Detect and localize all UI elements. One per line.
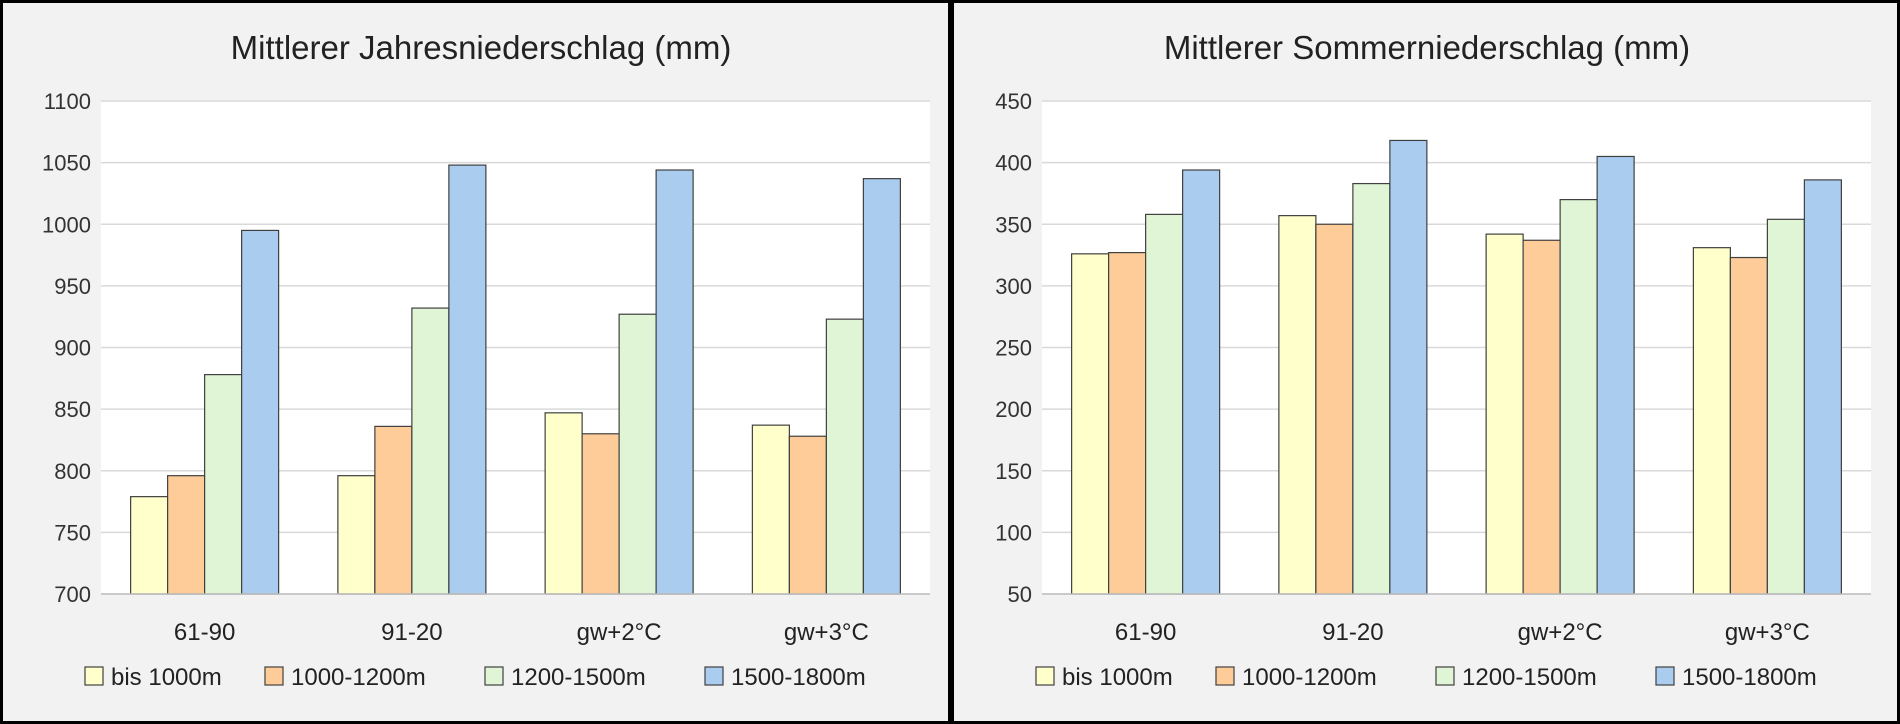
legend-swatch <box>484 666 504 686</box>
bar <box>825 318 864 595</box>
category-label: 91-20 <box>381 619 442 646</box>
y-tick-label: 800 <box>54 459 91 484</box>
y-tick-label: 300 <box>995 274 1032 299</box>
category-label: gw+2°C <box>1518 619 1603 646</box>
y-tick-label: 850 <box>54 397 91 422</box>
legend-swatch <box>1655 666 1675 686</box>
bar <box>544 412 583 595</box>
bar <box>130 496 169 595</box>
bar <box>618 313 657 595</box>
bar <box>411 307 450 595</box>
bar <box>337 475 376 595</box>
category-label: 91-20 <box>1322 619 1383 646</box>
bar <box>204 374 243 595</box>
bar <box>374 425 413 595</box>
y-tick-label: 700 <box>54 582 91 607</box>
bar <box>1803 179 1842 595</box>
y-tick-label: 1000 <box>42 212 91 237</box>
y-tick-label: 150 <box>995 459 1032 484</box>
legend-label: 1500-1800m <box>731 664 866 691</box>
bar <box>241 229 280 595</box>
bar <box>1766 218 1805 595</box>
bar <box>1108 251 1147 595</box>
legend-swatch <box>264 666 284 686</box>
y-tick-label: 1050 <box>42 151 91 176</box>
summer-precipitation-panel: Mittlerer Sommerniederschlag (mm) 50 100 15… <box>951 0 1900 724</box>
y-tick-label: 100 <box>995 520 1032 545</box>
category-label: gw+2°C <box>577 619 662 646</box>
bar <box>1596 155 1635 595</box>
legend-label: 1000-1200m <box>1242 664 1377 691</box>
bar <box>1352 182 1391 595</box>
legend-label: bis 1000m <box>1062 664 1173 691</box>
legend-swatch <box>1035 666 1055 686</box>
annual-precipitation-panel: Mittlerer Jahresniederschlag (mm) 700 750 8… <box>0 0 951 724</box>
bar <box>1522 239 1561 595</box>
legend-label: bis 1000m <box>111 664 222 691</box>
category-label: 61-90 <box>1115 619 1176 646</box>
bar <box>1278 215 1317 595</box>
chart-title: Mittlerer Jahresniederschlag (mm) <box>231 29 732 66</box>
legend-label: 1200-1500m <box>511 664 646 691</box>
summer-precipitation-chart: Mittlerer Sommerniederschlag (mm) 50 100 15… <box>995 29 1871 691</box>
bar <box>1182 169 1221 595</box>
y-tick-label: 450 <box>995 89 1032 114</box>
legend-swatch <box>1215 666 1235 686</box>
bar <box>1485 233 1524 595</box>
bar <box>1071 253 1110 595</box>
y-tick-label: 400 <box>995 151 1032 176</box>
category-label: gw+3°C <box>1725 619 1810 646</box>
bar <box>655 169 694 595</box>
y-tick-label: 1100 <box>44 89 91 114</box>
y-tick-label: 200 <box>995 397 1032 422</box>
chart-title: Mittlerer Sommerniederschlag (mm) <box>1164 29 1690 66</box>
legend-label: 1500-1800m <box>1682 664 1817 691</box>
bar <box>1389 139 1428 595</box>
bar <box>1729 256 1768 595</box>
bar <box>788 435 827 595</box>
y-tick-label: 950 <box>54 274 91 299</box>
legend-label: 1000-1200m <box>291 664 426 691</box>
category-label: gw+3°C <box>784 619 869 646</box>
legend-label: 1200-1500m <box>1462 664 1597 691</box>
legend-swatch <box>1435 666 1455 686</box>
legend-swatch <box>84 666 104 686</box>
bar <box>1559 199 1598 595</box>
legend-swatch <box>704 666 724 686</box>
bar <box>167 475 206 595</box>
bar <box>862 178 901 595</box>
y-tick-label: 350 <box>995 212 1032 237</box>
annual-precipitation-chart: Mittlerer Jahresniederschlag (mm) 700 750 8… <box>42 29 930 691</box>
bar <box>581 433 620 595</box>
y-tick-label: 750 <box>54 520 91 545</box>
bar <box>1692 247 1731 595</box>
category-label: 61-90 <box>174 619 235 646</box>
y-tick-label: 50 <box>1008 582 1032 607</box>
bar <box>448 164 487 595</box>
y-tick-label: 900 <box>54 336 91 361</box>
y-tick-label: 250 <box>995 336 1032 361</box>
bar <box>1145 213 1184 595</box>
bar <box>1315 223 1354 595</box>
bar <box>751 424 790 595</box>
